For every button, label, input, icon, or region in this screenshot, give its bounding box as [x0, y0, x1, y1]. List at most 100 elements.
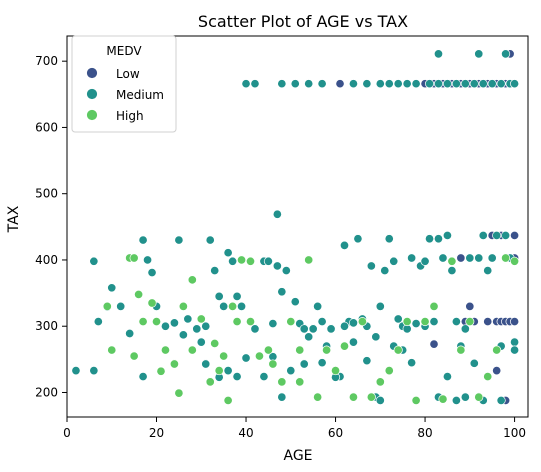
data-point-high [402, 317, 412, 327]
data-point-medium [210, 266, 220, 276]
data-point-low [483, 317, 493, 327]
series-low [335, 49, 520, 405]
data-point-medium [281, 266, 291, 276]
y-axis-label: TAX [6, 205, 22, 233]
data-point-medium [442, 230, 452, 240]
data-point-high [322, 345, 332, 355]
data-point-high [411, 395, 421, 405]
axes-frame [66, 35, 529, 418]
data-point-medium [424, 234, 435, 244]
data-point-medium [259, 372, 269, 382]
data-point-medium [393, 314, 403, 324]
data-point-medium [433, 79, 444, 89]
plot-area: 0 20 40 60 80 100 200 300 400 500 600 700 [35, 35, 529, 440]
data-point-medium [389, 256, 399, 266]
data-point-medium [326, 324, 336, 334]
legend-frame [71, 35, 177, 133]
data-point-medium [438, 253, 448, 263]
data-point-high [286, 317, 296, 327]
x-axis-label: AGE [283, 448, 312, 464]
data-point-medium [469, 358, 479, 368]
data-point-medium [304, 332, 314, 342]
x-tick-label: 60 [328, 426, 343, 440]
data-point-medium [290, 79, 300, 89]
x-tick-label: 20 [149, 426, 164, 440]
data-point-high [510, 256, 520, 266]
data-point-high [357, 317, 367, 327]
data-point-medium [447, 266, 457, 276]
data-point-medium [460, 324, 470, 334]
data-point-high [156, 366, 166, 376]
data-point-medium [201, 321, 211, 331]
y-tick-label: 300 [35, 319, 58, 333]
data-point-medium [178, 330, 188, 340]
data-point-medium [375, 301, 385, 311]
data-point-medium [451, 79, 461, 89]
legend: MEDV Low Medium High [71, 35, 177, 133]
legend-entry-low: Low [86, 67, 140, 81]
data-point-high [187, 275, 197, 285]
data-point-medium [402, 79, 412, 89]
data-point-high [295, 345, 305, 355]
data-point-medium [442, 372, 452, 382]
data-point-medium [308, 324, 318, 334]
data-point-medium [107, 283, 117, 293]
data-point-medium [277, 79, 287, 89]
data-point-high [268, 359, 278, 369]
data-point-medium [223, 248, 233, 258]
data-point-medium [487, 79, 497, 89]
data-point-high [330, 366, 341, 376]
data-point-high [160, 345, 171, 355]
data-point-medium [214, 291, 224, 301]
y-tick-label: 500 [35, 187, 58, 201]
data-point-medium [272, 209, 282, 219]
data-point-medium [223, 366, 233, 376]
x-tick-label: 100 [503, 426, 526, 440]
data-point-medium [424, 79, 435, 89]
data-point-medium [241, 353, 251, 363]
data-point-high [129, 253, 139, 263]
data-point-low [429, 339, 439, 349]
data-point-high [447, 256, 457, 266]
data-point-medium [237, 301, 247, 311]
x-tick-label: 40 [238, 426, 253, 440]
data-point-medium [299, 324, 309, 334]
data-point-medium [474, 253, 484, 263]
data-point-medium [93, 317, 103, 327]
series-high [102, 253, 520, 405]
data-point-high [501, 253, 511, 263]
data-point-high [187, 345, 197, 355]
data-point-low [465, 301, 475, 311]
data-point-medium [478, 79, 488, 89]
data-point-high [219, 351, 229, 361]
data-point-medium [228, 256, 238, 266]
data-point-medium [232, 291, 242, 301]
data-point-medium [411, 319, 421, 329]
data-point-high [366, 392, 376, 402]
data-point-high [456, 345, 466, 355]
data-point-medium [277, 287, 287, 297]
chart-title: Scatter Plot of AGE vs TAX [198, 12, 408, 31]
legend-marker-low [86, 67, 98, 79]
data-point-medium [250, 324, 260, 334]
data-point-medium [496, 79, 506, 89]
data-point-high [483, 372, 493, 382]
data-point-medium [429, 317, 439, 327]
x-tick-label: 80 [417, 426, 432, 440]
data-point-high [134, 289, 144, 299]
data-point-medium [460, 392, 470, 402]
data-point-high [174, 388, 184, 398]
data-point-low [510, 317, 520, 327]
data-point-medium [366, 261, 376, 271]
data-point-high [210, 338, 220, 349]
data-point-medium [478, 230, 488, 240]
data-point-medium [384, 234, 394, 244]
data-point-medium [147, 268, 157, 278]
data-point-medium [442, 79, 452, 89]
data-point-high [429, 301, 439, 311]
data-point-medium [116, 301, 126, 311]
x-tick-label: 0 [63, 426, 71, 440]
y-tick-label: 700 [35, 54, 58, 68]
data-point-medium [89, 366, 99, 376]
